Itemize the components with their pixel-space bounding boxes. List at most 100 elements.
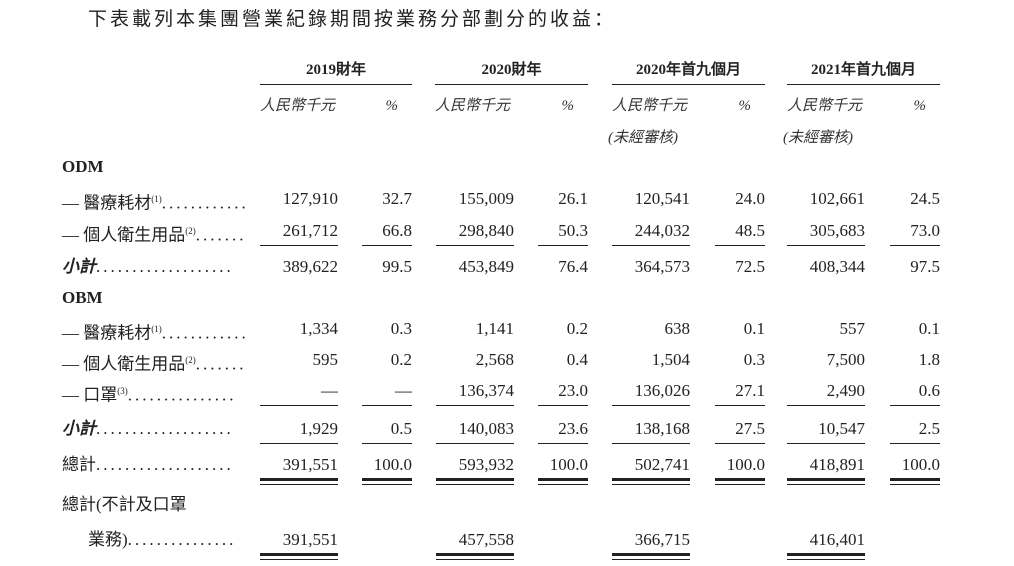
amount-cell: 364,573: [634, 257, 690, 276]
period-header: 2021年首九個月: [810, 62, 916, 78]
total-rule: [787, 443, 865, 444]
row-label-text: 小計: [62, 257, 96, 276]
amount-cell: 366,715: [634, 530, 690, 549]
percentage-cell: 0.3: [743, 350, 765, 369]
total-rule: [538, 443, 588, 444]
amount-unit-label: 人民幣千元: [260, 98, 336, 114]
amount-cell: 2,568: [475, 350, 514, 369]
leader-dots: ...............: [127, 530, 237, 549]
total-rule: [890, 443, 940, 444]
amount-cell: 1,929: [299, 419, 338, 438]
percentage-cell: 24.0: [735, 189, 765, 208]
amount-cell: 389,622: [282, 257, 338, 276]
double-rule: [436, 553, 514, 560]
header-underline: [787, 84, 940, 85]
double-rule: [436, 478, 514, 485]
footnote-ref: (2): [185, 226, 196, 236]
subtotal-rule: [890, 245, 940, 246]
percentage-cell: 48.5: [735, 221, 765, 240]
row-label-text: — 醫療耗材: [62, 323, 152, 343]
row-label-text: 小計: [62, 419, 96, 438]
unaudited-note: (未經審核): [608, 130, 678, 146]
total-rule: [715, 443, 765, 444]
subtotal-rule: [362, 245, 412, 246]
pct-unit-label: %: [913, 98, 927, 114]
amount-cell: 593,932: [458, 455, 514, 474]
amount-unit-label: 人民幣千元: [787, 98, 863, 114]
amount-cell: 261,712: [282, 221, 338, 240]
row-label-text: 業務): [88, 530, 128, 549]
leader-dots: ............: [161, 193, 249, 213]
header-underline: [260, 84, 412, 85]
percentage-cell: 66.8: [382, 221, 412, 240]
percentage-cell: 24.5: [910, 189, 940, 208]
subtotal-rule: [260, 245, 338, 246]
percentage-cell: 27.5: [735, 419, 765, 438]
period-header: 2019財年: [305, 62, 366, 78]
double-rule: [260, 553, 338, 560]
amount-cell: 127,910: [282, 189, 338, 208]
amount-cell: 595: [312, 350, 339, 369]
percentage-cell: 0.3: [390, 319, 412, 338]
subtotal-rule: [538, 405, 588, 406]
percentage-cell: 97.5: [910, 257, 940, 276]
unaudited-note: (未經審核): [783, 130, 853, 146]
double-rule: [890, 478, 940, 485]
total-rule: [362, 443, 412, 444]
percentage-cell: 27.1: [735, 381, 765, 400]
period-header: 2020年首九個月: [635, 62, 741, 78]
amount-cell: 457,558: [458, 530, 514, 549]
subtotal-rule: [612, 405, 690, 406]
subtotal-rule: [715, 405, 765, 406]
percentage-cell: 0.6: [918, 381, 940, 400]
amount-cell: 1,504: [651, 350, 690, 369]
leader-dots: ...................: [96, 257, 234, 276]
percentage-cell: 0.2: [390, 350, 412, 369]
subtotal-rule: [362, 405, 412, 406]
row-label-text: 總計(不計及口罩: [62, 495, 187, 514]
row-label: — 口罩(3)...............: [62, 381, 237, 406]
percentage-cell: 32.7: [382, 189, 412, 208]
footnote-ref: (3): [117, 386, 128, 396]
subtotal-rule: [890, 405, 940, 406]
row-label: 小計...................: [62, 257, 234, 277]
amount-cell: 244,032: [634, 221, 690, 240]
amount-cell: 638: [664, 319, 691, 338]
subtotal-rule: [260, 405, 338, 406]
section-heading: ODM: [62, 157, 104, 176]
row-label: 總計...................: [62, 455, 234, 475]
leader-dots: ............: [161, 323, 249, 343]
amount-cell: 10,547: [818, 419, 865, 438]
footnote-ref: (1): [151, 194, 162, 204]
amount-cell: 140,083: [458, 419, 514, 438]
percentage-cell: 23.6: [558, 419, 588, 438]
subtotal-rule: [787, 405, 865, 406]
amount-cell: 502,741: [634, 455, 690, 474]
double-rule: [260, 478, 338, 485]
row-label-text: — 口罩: [62, 385, 118, 405]
row-label-text: 總計: [62, 455, 96, 474]
double-rule: [787, 478, 865, 485]
row-label: — 個人衛生用品(2).......: [62, 221, 247, 246]
double-rule: [612, 478, 690, 485]
subtotal-rule: [787, 245, 865, 246]
percentage-cell: 100.0: [373, 455, 412, 474]
leader-dots: .......: [195, 225, 247, 245]
amount-cell: 298,840: [458, 221, 514, 240]
pct-unit-label: %: [385, 98, 399, 114]
amount-unit-label: 人民幣千元: [612, 98, 688, 114]
double-rule: [538, 478, 588, 485]
footnote-ref: (1): [151, 324, 162, 334]
pct-unit-label: %: [738, 98, 752, 114]
leader-dots: ...............: [127, 385, 237, 405]
total-rule: [260, 443, 338, 444]
leader-dots: ...................: [96, 419, 234, 438]
percentage-cell: 0.4: [566, 350, 588, 369]
subtotal-rule: [715, 245, 765, 246]
percentage-cell: 23.0: [558, 381, 588, 400]
total-rule: [436, 443, 514, 444]
percentage-cell: 100.0: [901, 455, 940, 474]
section-heading: OBM: [62, 288, 103, 307]
row-label-text: — 個人衛生用品: [62, 354, 186, 374]
